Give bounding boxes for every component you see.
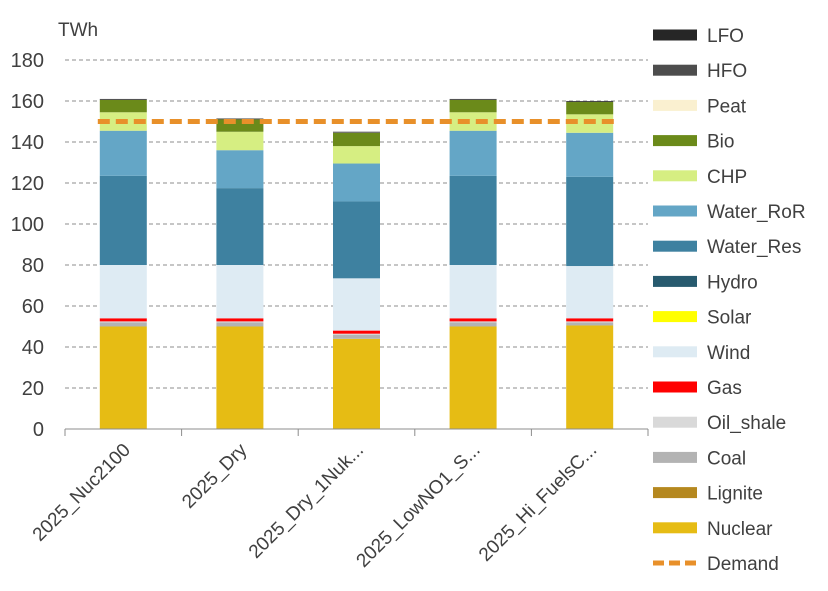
bar-segment-coal [566, 322, 614, 326]
legend-swatch-solar [653, 311, 697, 323]
legend-label-lignite: Lignite [707, 484, 763, 505]
y-tick-label: 40 [22, 337, 44, 359]
bar-stacks [99, 98, 614, 429]
bar-segment-wind [99, 265, 147, 319]
x-category-label: 2025_Hi_FuelsC... [475, 440, 601, 566]
x-category-label: 2025_Dry [178, 439, 251, 512]
bar-segment-gas [333, 330, 380, 334]
y-tick-label: 100 [11, 214, 44, 236]
x-category-label: 2025_Nuc2100 [29, 440, 135, 546]
bar-segment-nuclear [99, 326, 147, 429]
legend-swatch-lfo [653, 29, 697, 41]
legend-label-oil-shale: Oil_shale [707, 413, 786, 434]
legend-label-coal: Coal [707, 448, 746, 469]
bar-segment-gas [99, 318, 147, 322]
y-tick-label: 120 [11, 173, 44, 195]
bar-segment-bio [566, 102, 614, 115]
bar-segment-water-ror [566, 132, 614, 177]
legend-swatch-hydro [653, 275, 697, 287]
x-category-label: 2025_Dry_1Nuk... [245, 440, 368, 563]
bar-segment-coal [333, 334, 380, 339]
bar-segment-gas [566, 318, 614, 322]
legend-label-wind: Wind [707, 343, 750, 364]
bar-segment-coal [216, 322, 264, 327]
bar-segment-bio [99, 99, 147, 113]
bar-segment-hfo [333, 132, 380, 133]
bar-segment-oil-shale [99, 321, 147, 323]
bar-segment-water-res [216, 188, 264, 265]
y-tick-label: 80 [22, 255, 44, 277]
legend-label-water-ror: Water_RoR [707, 202, 806, 223]
legend-swatch-bio [653, 135, 697, 147]
bar-segment-water-ror [216, 150, 264, 189]
bar-segment-nuclear [566, 325, 614, 429]
legend-swatch-peat [653, 99, 697, 111]
bar-segment-water-ror [449, 130, 497, 176]
bar-segment-wind [566, 266, 614, 319]
bar-segment-bio [333, 132, 380, 147]
legend-label-peat: Peat [707, 96, 747, 117]
legend-swatch-gas [653, 381, 697, 393]
legend: LFO HFO Peat Bio CHP Water_RoR Water_Res Hydro S… [653, 26, 806, 575]
legend-swatch-chp [653, 170, 697, 182]
bar-segment-water-res [99, 175, 147, 265]
bar-segment-oil-shale [449, 321, 497, 323]
x-category-label: 2025_LowNO1_S... [353, 440, 485, 572]
legend-swatch-water-res [653, 240, 697, 252]
bar-segment-hfo [216, 118, 264, 120]
bar-segment-nuclear [449, 326, 497, 429]
bar-segment-coal [99, 322, 147, 327]
bar-segment-wind [449, 265, 497, 319]
bar-segment-hfo [566, 101, 614, 103]
bar-segment-water-res [333, 201, 380, 279]
legend-label-nuclear: Nuclear [707, 519, 773, 540]
bar-segment-chp [216, 131, 264, 151]
bar-segment-wind [333, 278, 380, 331]
bar-segment-hfo [99, 99, 147, 100]
bar-segment-water-res [566, 176, 614, 267]
bar-segment-bio [216, 119, 264, 132]
legend-label-water-res: Water_Res [707, 237, 801, 258]
y-tick-label: 60 [22, 296, 44, 318]
y-tick-label: 20 [22, 378, 44, 400]
bar-segment-water-res [449, 175, 497, 265]
bar-segment-oil-shale [216, 321, 264, 323]
bar-segment-bio [449, 99, 497, 113]
bar-segment-oil-shale [566, 321, 614, 323]
y-tick-label: 180 [11, 50, 44, 72]
y-tick-label: 160 [11, 91, 44, 113]
bar-segment-coal [449, 322, 497, 327]
bar-segment-water-ror [333, 163, 380, 202]
bar-segment-hfo [449, 99, 497, 100]
y-axis-label: TWh [58, 20, 98, 41]
legend-label-demand: Demand [707, 554, 779, 575]
y-tick-label: 140 [11, 132, 44, 154]
legend-swatch-water-ror [653, 205, 697, 217]
bar-segment-gas [449, 318, 497, 322]
legend-swatch-coal [653, 451, 697, 463]
legend-label-hydro: Hydro [707, 272, 758, 293]
bar-segment-water-ror [99, 130, 147, 176]
legend-label-gas: Gas [707, 378, 742, 399]
legend-swatch-wind [653, 346, 697, 358]
bar-segment-nuclear [216, 326, 264, 429]
legend-swatch-nuclear [653, 522, 697, 534]
legend-label-solar: Solar [707, 308, 752, 329]
legend-label-hfo: HFO [707, 61, 747, 82]
y-tick-label: 0 [33, 419, 44, 441]
legend-label-lfo: LFO [707, 26, 744, 47]
bar-segment-chp [333, 146, 380, 164]
bar-segment-oil-shale [333, 333, 380, 335]
bar-segment-nuclear [333, 338, 380, 429]
bar-segment-wind [216, 265, 264, 319]
legend-swatch-hfo [653, 64, 697, 76]
legend-label-chp: CHP [707, 167, 747, 188]
bar-segment-gas [216, 318, 264, 322]
legend-swatch-oil-shale [653, 416, 697, 428]
legend-swatch-lignite [653, 487, 697, 499]
bar-segment-chp [449, 112, 497, 131]
legend-label-bio: Bio [707, 132, 734, 153]
gridlines [65, 59, 648, 389]
